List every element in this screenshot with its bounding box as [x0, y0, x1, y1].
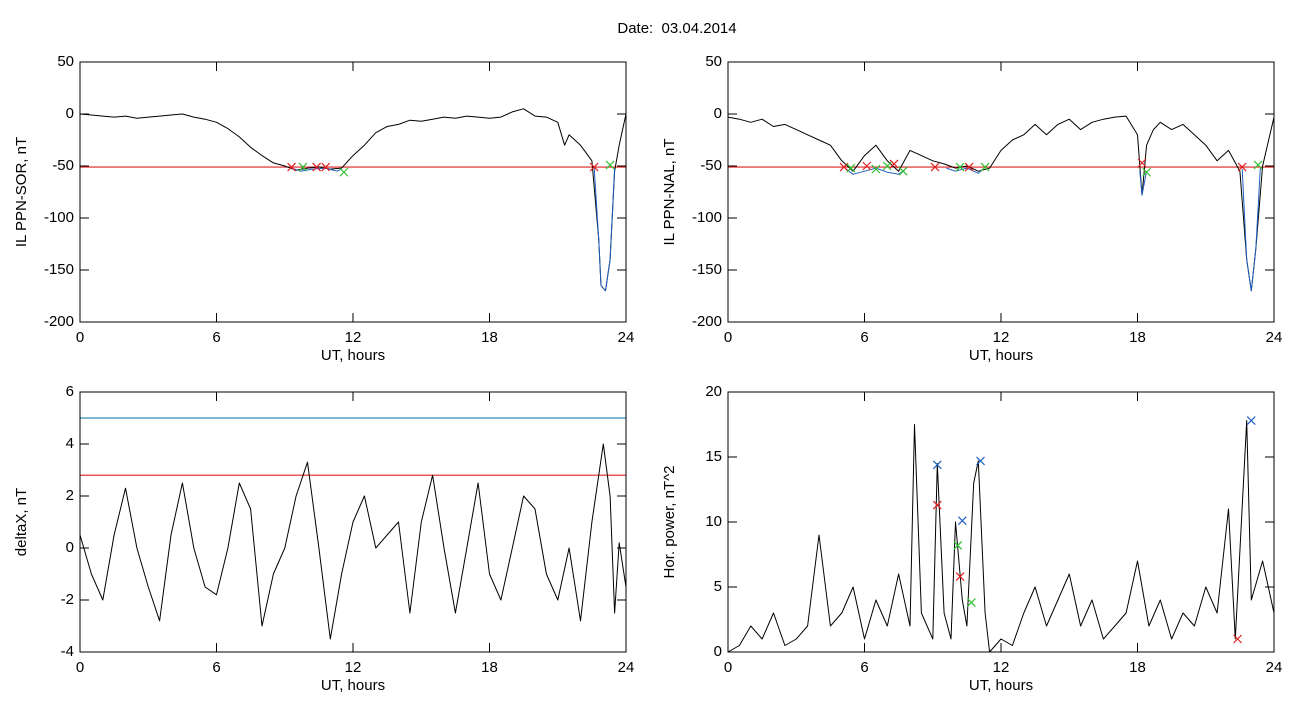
panel: 0 6 12 18 24 50 0 -50 -100 -150 -200 UT, hours IL PP…	[13, 53, 634, 364]
y-axis-label: IL PPN-NAL, nT	[661, 139, 678, 246]
x-marker	[882, 161, 892, 171]
x-tick-label: 0	[76, 659, 84, 676]
y-tick-label: -4	[61, 643, 74, 660]
x-marker	[1246, 416, 1256, 426]
x-tick-label: 12	[345, 659, 362, 676]
x-marker	[312, 162, 322, 172]
y-tick-label: 10	[705, 513, 722, 530]
y-tick-label: 0	[714, 643, 722, 660]
x-marker	[287, 162, 296, 172]
data-line	[727, 115, 1275, 292]
panel: 0 6 12 18 24 0 5 10 15 20 UT, hours Hor. power, nT^…	[661, 383, 1282, 694]
x-tick-label: 12	[993, 659, 1010, 676]
y-tick-label: -50	[52, 157, 74, 174]
x-marker	[1233, 634, 1243, 644]
x-marker	[589, 162, 599, 172]
y-tick-label: 6	[66, 383, 74, 400]
data-line	[727, 420, 1275, 653]
x-tick-label: 12	[993, 329, 1010, 346]
panel: 0 6 12 18 24 50 0 -50 -100 -150 -200 UT, hours IL PP…	[661, 53, 1282, 364]
y-tick-label: -150	[44, 261, 74, 278]
x-marker	[898, 166, 908, 176]
y-tick-label: 50	[57, 53, 74, 70]
x-marker	[955, 572, 965, 582]
x-marker	[298, 162, 308, 172]
y-tick-label: 50	[705, 53, 722, 70]
x-marker	[889, 159, 899, 169]
y-axis-label: IL PPN-SOR, nT	[13, 137, 30, 247]
y-tick-label: 20	[705, 383, 722, 400]
x-marker	[953, 540, 963, 550]
y-tick-label: 15	[705, 448, 722, 465]
x-marker	[321, 162, 331, 172]
y-tick-label: 5	[714, 578, 722, 595]
x-tick-label: 12	[345, 329, 362, 346]
y-tick-label: 0	[66, 539, 74, 556]
x-marker	[932, 500, 942, 510]
x-marker	[605, 160, 615, 170]
x-tick-label: 6	[860, 659, 868, 676]
y-tick-label: -200	[44, 313, 74, 330]
x-marker	[964, 162, 974, 172]
x-tick-label: 24	[618, 329, 635, 346]
y-tick-label: -100	[44, 209, 74, 226]
data-line	[79, 108, 627, 292]
y-tick-label: 0	[714, 105, 722, 122]
y-tick-label: -150	[692, 261, 722, 278]
y-tick-label: -50	[700, 157, 722, 174]
x-marker	[930, 162, 940, 172]
x-marker	[846, 163, 856, 173]
x-marker	[1237, 162, 1247, 172]
x-axis-label: UT, hours	[321, 347, 385, 364]
x-marker	[871, 164, 881, 174]
x-marker	[1137, 158, 1147, 168]
x-tick-label: 6	[212, 329, 220, 346]
y-tick-label: 2	[66, 487, 74, 504]
x-axis-label: UT, hours	[321, 677, 385, 694]
x-axis-label: UT, hours	[969, 677, 1033, 694]
y-tick-label: -100	[692, 209, 722, 226]
x-marker	[1142, 167, 1152, 177]
figure-title: Date: 03.04.2014	[617, 20, 736, 37]
y-tick-label: 4	[66, 435, 74, 452]
x-marker	[862, 161, 872, 171]
y-tick-label: 0	[66, 105, 74, 122]
y-axis-label: Hor. power, nT^2	[661, 466, 678, 579]
x-marker	[980, 162, 990, 172]
x-tick-label: 0	[76, 329, 84, 346]
x-tick-label: 6	[212, 659, 220, 676]
x-marker	[1253, 160, 1263, 170]
x-axis-label: UT, hours	[969, 347, 1033, 364]
x-tick-label: 24	[1266, 329, 1283, 346]
x-tick-label: 0	[724, 659, 732, 676]
x-tick-label: 18	[481, 659, 498, 676]
x-marker	[976, 456, 985, 466]
x-tick-label: 18	[481, 329, 498, 346]
data-line	[79, 443, 627, 640]
x-tick-label: 24	[1266, 659, 1283, 676]
x-marker	[339, 167, 349, 177]
y-tick-label: -2	[61, 591, 74, 608]
x-marker	[967, 598, 976, 608]
x-marker	[957, 516, 967, 526]
x-marker	[932, 460, 942, 470]
x-tick-label: 24	[618, 659, 635, 676]
y-tick-label: -200	[692, 313, 722, 330]
x-marker	[955, 162, 965, 172]
x-tick-label: 0	[724, 329, 732, 346]
y-axis-label: deltaX, nT	[13, 488, 30, 556]
x-tick-label: 18	[1129, 659, 1146, 676]
x-tick-label: 6	[860, 329, 868, 346]
x-tick-label: 18	[1129, 329, 1146, 346]
data-line	[845, 167, 1261, 292]
